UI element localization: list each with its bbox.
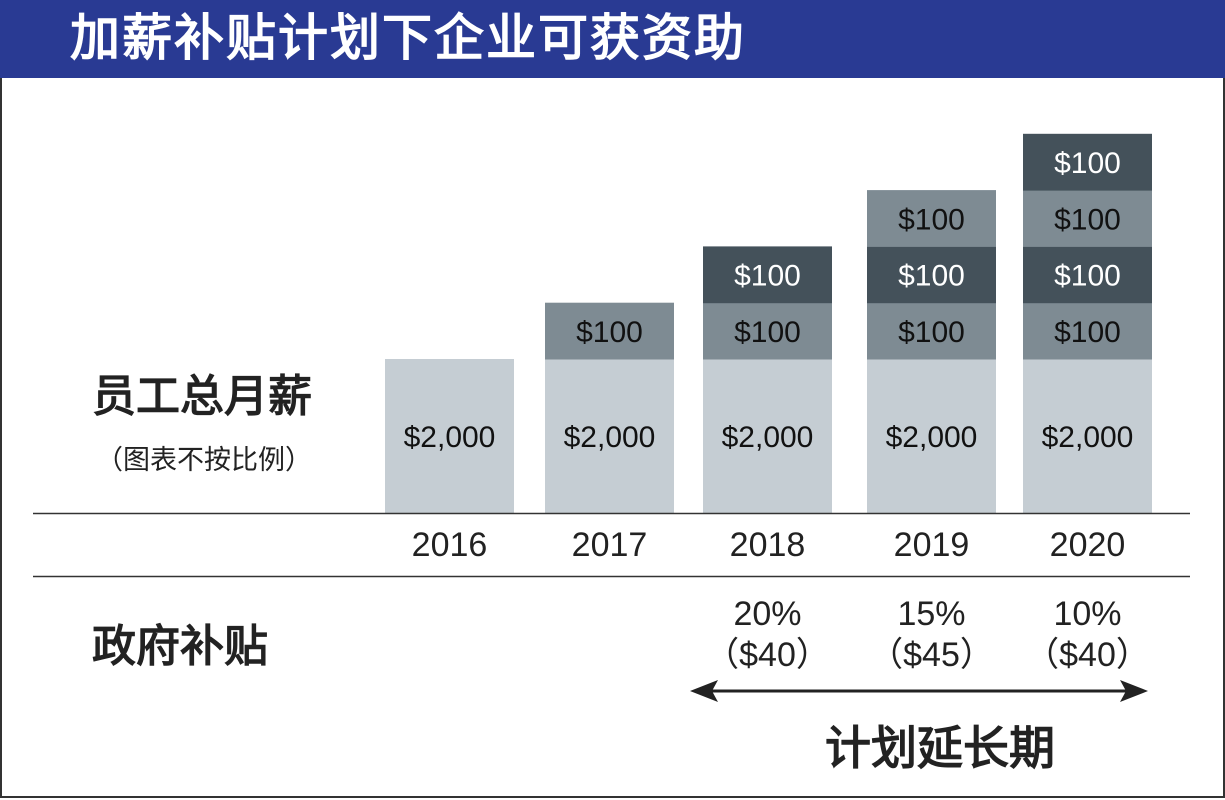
subsidy-rate-2019: 15% <box>897 595 965 633</box>
chart-title: 加薪补贴计划下企业可获资助 <box>70 10 746 66</box>
subsidy-rate-2020: 10% <box>1053 595 1121 633</box>
extension-label: 计划延长期 <box>825 722 1055 774</box>
bar-increment-2020 <box>1023 133 1152 191</box>
bar-increment-label: $100 <box>1054 260 1121 293</box>
arrow-right-icon <box>1120 680 1148 702</box>
bar-increment-2019 <box>867 190 996 247</box>
bar-increment-2018 <box>703 302 832 360</box>
subsidy-amount-2019: （$45） <box>869 636 994 674</box>
bar-increment-label: $100 <box>1054 316 1121 349</box>
bar-increment-label: $100 <box>576 316 643 349</box>
year-tick-2020: 2020 <box>1050 526 1126 564</box>
bar-base-2016 <box>385 359 514 513</box>
bar-increment-label: $100 <box>1054 203 1121 236</box>
bar-increment-label: $100 <box>898 316 965 349</box>
bar-increment-2019 <box>867 246 996 304</box>
subsidy-label: 政府补贴 <box>92 622 268 671</box>
bar-increment-2018 <box>703 246 832 304</box>
title-banner: 加薪补贴计划下企业可获资助 <box>0 0 1225 78</box>
bar-base-2017 <box>545 359 674 513</box>
bar-base-label: $2,000 <box>886 421 978 454</box>
bar-base-2019 <box>867 359 996 513</box>
year-tick-2017: 2017 <box>572 526 648 564</box>
bar-base-label: $2,000 <box>722 421 814 454</box>
bar-base-label: $2,000 <box>404 421 496 454</box>
bar-base-label: $2,000 <box>1042 421 1134 454</box>
year-tick-2019: 2019 <box>894 526 970 564</box>
bar-increment-label: $100 <box>1054 147 1121 180</box>
subsidy-amount-2018: （$40） <box>705 636 830 674</box>
bar-base-2020 <box>1023 359 1152 513</box>
bar-increment-2017 <box>545 302 674 360</box>
bar-increment-label: $100 <box>898 203 965 236</box>
bar-increment-label: $100 <box>898 260 965 293</box>
bar-increment-2020 <box>1023 302 1152 360</box>
bar-increment-label: $100 <box>734 260 801 293</box>
salary-label: 员工总月薪 <box>92 372 312 421</box>
subsidy-rate-2018: 20% <box>733 595 801 633</box>
bar-increment-2020 <box>1023 190 1152 247</box>
bar-base-2018 <box>703 359 832 513</box>
bar-base-label: $2,000 <box>564 421 656 454</box>
subsidy-amount-2020: （$40） <box>1025 636 1150 674</box>
scale-note: （图表不按比例） <box>96 445 312 475</box>
year-tick-2018: 2018 <box>730 526 806 564</box>
year-tick-2016: 2016 <box>412 526 488 564</box>
arrow-left-icon <box>690 680 718 702</box>
bar-increment-2019 <box>867 302 996 360</box>
bar-increment-label: $100 <box>734 316 801 349</box>
bar-increment-2020 <box>1023 246 1152 304</box>
